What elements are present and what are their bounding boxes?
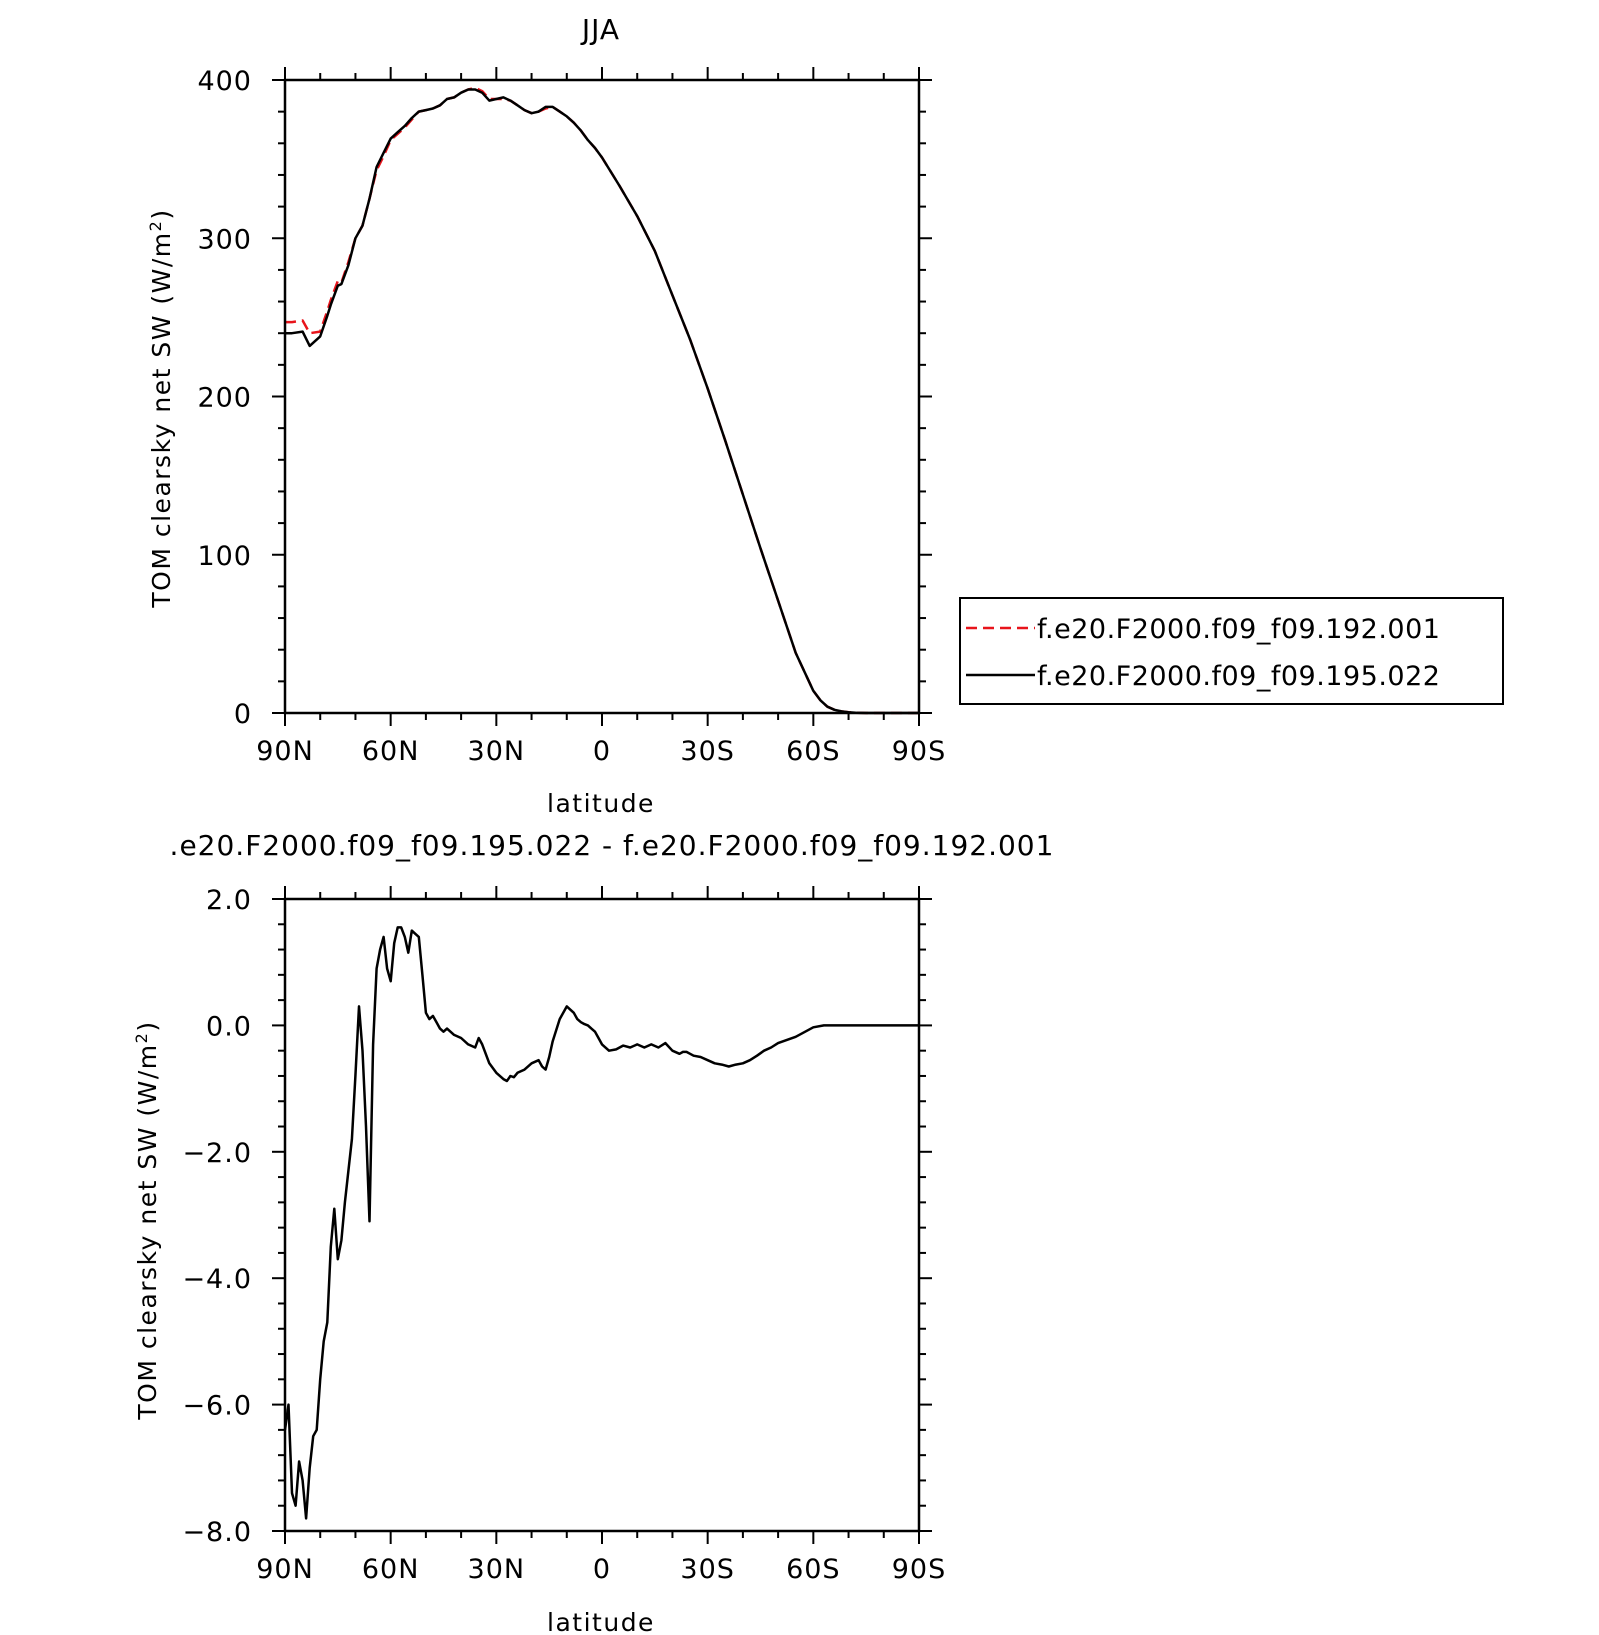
chart-top-xtick-label: 90S bbox=[892, 736, 947, 767]
chart-top: JJA 90N 60N 30N 0 30S 60S 90S 0 100 200 300 400 lat… bbox=[146, 13, 1504, 818]
chart-bottom-xtick-label: 60S bbox=[786, 1554, 841, 1585]
chart-top-xtick-label: 60S bbox=[786, 736, 841, 767]
chart-bottom-ytick-label: 0.0 bbox=[206, 1011, 252, 1042]
chart-bottom-ylabel-main: TOM clearsky net SW (W/m bbox=[133, 1043, 162, 1420]
chart-bottom-lines bbox=[283, 926, 919, 1520]
chart-bottom-ylabel-end: ) bbox=[133, 1020, 162, 1031]
legend-label-series-1: f.e20.F2000.f09_f09.192.001 bbox=[1037, 614, 1440, 645]
chart-bottom: .e20.F2000.f09_f09.195.022 - f.e20.F2000… bbox=[132, 829, 1055, 1635]
chart-top-xtick-label: 30S bbox=[680, 736, 735, 767]
chart-bottom-ytick-label: −6.0 bbox=[182, 1391, 252, 1422]
chart-top-xtick-label: 30N bbox=[468, 736, 526, 767]
chart-top-xtick-label: 90N bbox=[256, 736, 314, 767]
chart-bottom-ytick-label: 2.0 bbox=[206, 885, 252, 916]
chart-top-xlabel: latitude bbox=[547, 789, 655, 818]
chart-bottom-ylabel-sup: 2 bbox=[132, 1032, 151, 1044]
chart-top-ylabel: TOM clearsky net SW (W/m2) bbox=[146, 208, 176, 608]
chart-top-ytick-label: 100 bbox=[197, 541, 252, 572]
chart-bottom-xtick-label: 30N bbox=[468, 1554, 526, 1585]
chart-bottom-xtick-label: 30S bbox=[680, 1554, 735, 1585]
chart-top-series-2-line bbox=[285, 88, 919, 715]
chart-bottom-xlabel: latitude bbox=[547, 1608, 655, 1635]
chart-top-ytick-label: 300 bbox=[197, 224, 252, 255]
chart-bottom-title: .e20.F2000.f09_f09.195.022 - f.e20.F2000… bbox=[170, 829, 1055, 862]
chart-top-lines bbox=[285, 86, 919, 715]
chart-bottom-xtick-label: 60N bbox=[362, 1554, 420, 1585]
chart-top-xtick-label: 0 bbox=[593, 736, 611, 767]
legend-box bbox=[959, 597, 1504, 705]
chart-bottom-xtick-label: 90S bbox=[892, 1554, 947, 1585]
chart-bottom-xtick-label: 90N bbox=[256, 1554, 314, 1585]
chart-top-ytick-label: 0 bbox=[234, 699, 252, 730]
chart-top-ytick-label: 200 bbox=[197, 383, 252, 414]
chart-top-ylabel-main: TOM clearsky net SW (W/m bbox=[147, 231, 176, 608]
chart-top-title: JJA bbox=[580, 13, 620, 46]
chart-top-legend: f.e20.F2000.f09_f09.192.001 f.e20.F2000.… bbox=[959, 597, 1504, 705]
chart-top-ytick-label: 400 bbox=[197, 66, 252, 97]
chart-bottom-ytick-label: −4.0 bbox=[182, 1264, 252, 1295]
chart-bottom-series-1-line bbox=[283, 926, 919, 1520]
chart-top-ylabel-end: ) bbox=[147, 208, 176, 219]
chart-bottom-ytick-label: −8.0 bbox=[182, 1517, 252, 1548]
legend-label-series-2: f.e20.F2000.f09_f09.195.022 bbox=[1037, 661, 1440, 692]
chart-top-ylabel-sup: 2 bbox=[146, 220, 165, 232]
chart-top-xtick-label: 60N bbox=[362, 736, 420, 767]
chart-bottom-ylabel: TOM clearsky net SW (W/m2) bbox=[132, 1020, 162, 1420]
chart-top-axes: 90N 60N 30N 0 30S 60S 90S 0 100 200 300 400 bbox=[197, 66, 947, 767]
chart-bottom-ytick-label: −2.0 bbox=[182, 1138, 252, 1169]
chart-bottom-xtick-label: 0 bbox=[593, 1554, 611, 1585]
chart-bottom-axes: 90N 60N 30N 0 30S 60S 90S −8.0 −6.0 −4.0 −2.0 0.0 2.… bbox=[182, 885, 947, 1585]
